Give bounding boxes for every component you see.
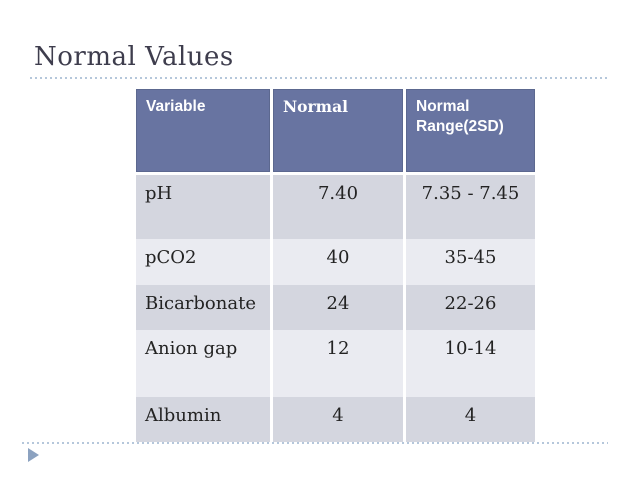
cell-range: 7.35 - 7.45 bbox=[406, 175, 535, 239]
table-row-ph: pH 7.40 7.35 - 7.45 bbox=[136, 175, 535, 239]
table-row-pco2: pCO2 40 35-45 bbox=[136, 239, 535, 285]
cell-variable: Albumin bbox=[136, 397, 270, 442]
header-normal-range: Normal Range(2SD) bbox=[406, 89, 535, 172]
cell-normal: 7.40 bbox=[273, 175, 403, 239]
cell-variable: Anion gap bbox=[136, 330, 270, 397]
header-normal: Normal bbox=[273, 89, 403, 172]
table-row-albumin: Albumin 4 4 bbox=[136, 397, 535, 442]
cell-range: 35-45 bbox=[406, 239, 535, 285]
cell-normal: 12 bbox=[273, 330, 403, 397]
triangle-right-icon bbox=[28, 448, 39, 462]
title-divider-dotted-line bbox=[30, 77, 608, 79]
table-header-row: Variable Normal Normal Range(2SD) bbox=[136, 89, 535, 172]
cell-variable: pCO2 bbox=[136, 239, 270, 285]
table-row-bicarbonate: Bicarbonate 24 22-26 bbox=[136, 285, 535, 330]
cell-range: 4 bbox=[406, 397, 535, 442]
cell-normal: 40 bbox=[273, 239, 403, 285]
header-variable: Variable bbox=[136, 89, 270, 172]
cell-normal: 24 bbox=[273, 285, 403, 330]
cell-range: 10-14 bbox=[406, 330, 535, 397]
footer-divider-dotted-line bbox=[22, 442, 608, 444]
cell-variable: pH bbox=[136, 175, 270, 239]
cell-range: 22-26 bbox=[406, 285, 535, 330]
cell-variable: Bicarbonate bbox=[136, 285, 270, 330]
cell-normal: 4 bbox=[273, 397, 403, 442]
normal-values-table: Variable Normal Normal Range(2SD) pH 7.4… bbox=[136, 89, 535, 442]
table-row-anion-gap: Anion gap 12 10-14 bbox=[136, 330, 535, 397]
table-body: pH 7.40 7.35 - 7.45 pCO2 40 35-45 Bicarb… bbox=[136, 175, 535, 442]
page-title: Normal Values bbox=[34, 42, 234, 72]
